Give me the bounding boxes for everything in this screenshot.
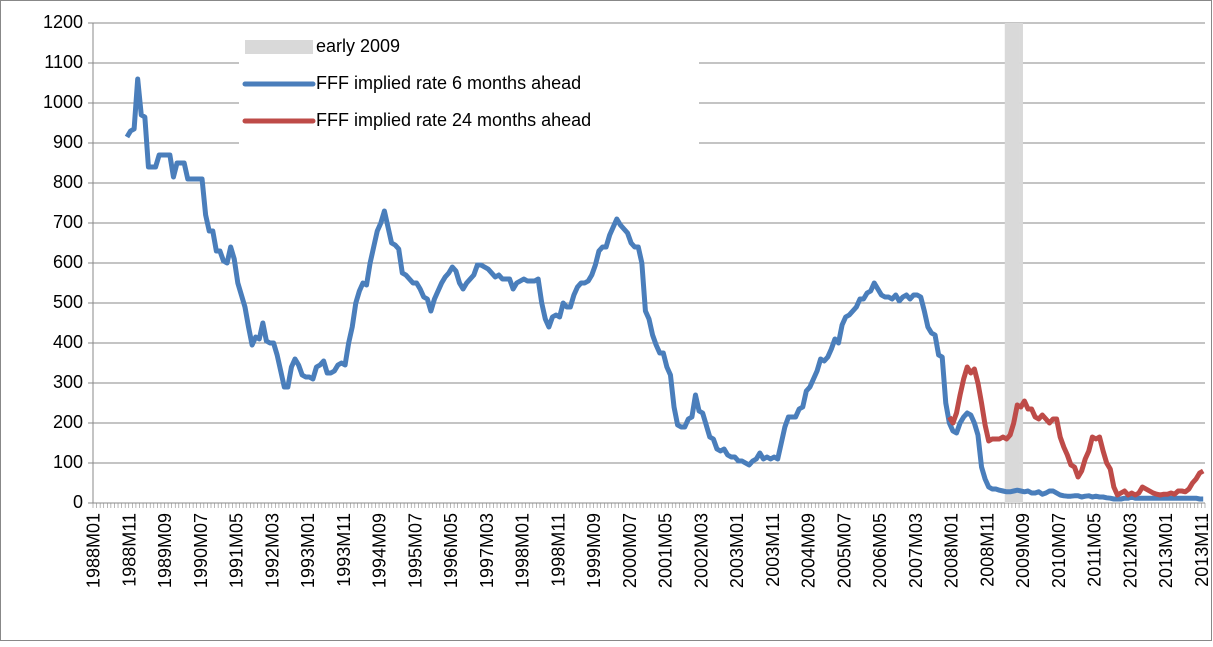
x-tick-label: 2003M01 [727,513,747,588]
bar [1004,23,1009,503]
y-tick-label: 400 [53,332,83,352]
y-tick-label: 1200 [43,12,83,32]
x-tick-label: 1988M11 [119,513,139,587]
x-tick-label: 2007M03 [906,513,926,588]
x-tick-label: 2000M07 [620,513,640,588]
x-tick-label: 1997M03 [477,513,497,588]
legend-box [239,27,699,145]
legend: early 2009 FFF implied rate 6 months ahea… [239,27,699,145]
y-tick-label: 200 [53,412,83,432]
line [947,364,1205,498]
y-tick-label: 300 [53,372,83,392]
bar [1011,23,1016,503]
x-tick-label: 2012M03 [1120,513,1140,588]
legend-label: FFF implied rate 24 months ahead [316,110,591,130]
y-tick-label: 900 [53,132,83,152]
x-tick-label: 1994M09 [370,513,390,588]
x-tick-label: 2002M03 [691,513,711,588]
x-tick-label: 1992M03 [262,513,282,588]
x-tick-label: 1995M07 [405,513,425,588]
y-tick-label: 1000 [43,92,83,112]
y-tick-label: 800 [53,172,83,192]
x-tick-label: 2013M01 [1156,513,1176,588]
x-tick-label: 2005M07 [834,513,854,588]
legend-label: FFF implied rate 6 months ahead [316,73,581,93]
y-tick-label: 1100 [44,52,83,72]
x-tick-label: 2008M01 [942,513,962,588]
x-tick-label: 1989M09 [155,513,175,588]
x-tick-label: 2010M07 [1049,513,1069,588]
x-tick-label: 2009M09 [1013,513,1033,588]
x-tick-label: 2003M11 [763,513,783,587]
x-tick-label: 1990M07 [191,513,211,588]
y-tick-label: 500 [53,292,83,312]
x-tick-label: 2011M05 [1085,513,1105,587]
legend-swatch [245,40,313,54]
x-tick-label: 1996M05 [441,513,461,588]
x-tick-label: 2008M11 [977,513,997,587]
x-tick-label: 1998M11 [548,513,568,587]
bar [1019,23,1023,503]
y-tick-label: 100 [53,452,83,472]
y-tick-label: 0 [73,492,83,512]
line [124,76,1204,502]
x-tick-label: 1993M11 [334,513,354,587]
x-tick-label: 2004M09 [799,513,819,588]
x-tick-label: 1991M05 [227,513,247,588]
x-tick-label: 1988M01 [84,513,104,588]
x-tick-label: 1993M01 [298,513,318,588]
y-tick-label: 700 [53,212,83,232]
x-tick-label: 2013M11 [1192,513,1212,587]
y-tick-label: 600 [53,252,83,272]
bar [1008,23,1013,503]
bar [1015,23,1020,503]
x-tick-label: 1998M01 [513,513,533,588]
legend-label: early 2009 [316,36,400,56]
x-tick-label: 2006M05 [870,513,890,588]
x-tick-label: 2001M05 [656,513,676,588]
x-tick-label: 1999M09 [584,513,604,588]
